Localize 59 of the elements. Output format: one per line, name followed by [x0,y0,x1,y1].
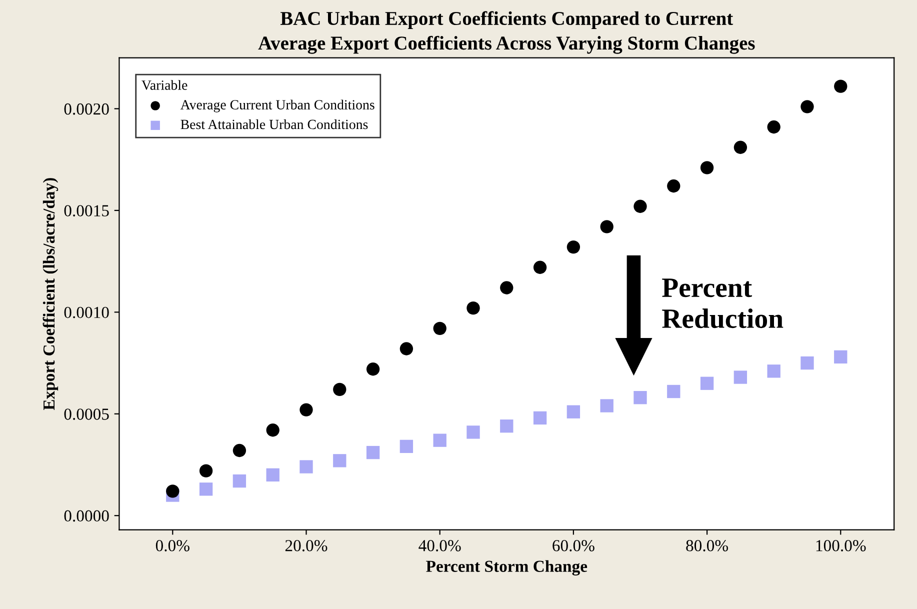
x-tick-label: 60.0% [552,540,594,552]
point [333,454,346,468]
point [400,342,414,356]
point [734,140,748,154]
point [266,468,280,482]
y-tick-label: 0.0010 [64,306,109,318]
point [266,424,280,437]
point [533,260,547,274]
y-tick-label: 0.0000 [64,510,109,522]
point [500,281,514,294]
legend-label: Best Attainable Urban Conditions [180,119,368,130]
x-tick-label: 0.0% [156,540,190,552]
point [700,161,714,174]
point [466,426,480,439]
x-tick-label: 100.0% [816,540,866,552]
chart-title: BAC Urban Export Coefficients Compared to Current Average Export Coefficients Across Varying Storm Changes [258,11,755,54]
point [566,405,580,418]
point [834,80,848,93]
x-tick-label: 40.0% [418,540,461,552]
point [634,200,647,213]
point [700,376,714,390]
point [800,100,814,114]
y-tick-label: 0.0005 [64,408,109,420]
point [500,419,514,433]
point [199,482,213,496]
point [400,440,414,454]
point [767,120,780,134]
y-tick-label: 0.0015 [64,205,109,216]
annotation: Percent Reduction [662,278,784,328]
x-tick-label: 20.0% [285,540,328,552]
point [333,382,346,396]
point [566,240,580,254]
point [667,179,680,193]
y-axis-title: Export Coefficient (lbs/acre/day) [42,178,58,410]
point [533,411,547,425]
point [767,364,780,378]
point [232,444,246,458]
x-axis-title: Percent Storm Change [426,560,588,576]
point [800,356,814,370]
y-tick-label: 0.0020 [64,103,109,115]
point [232,474,246,488]
point [300,403,313,416]
point [634,391,647,404]
point [366,362,380,376]
point [199,464,213,478]
point [834,350,848,364]
point [366,446,380,460]
legend-label: Average Current Urban Conditions [180,100,374,112]
point [600,220,614,234]
point [667,384,680,398]
point [466,301,480,315]
point [433,322,446,336]
legend-title: Variable [142,80,188,90]
point [433,434,446,447]
point [166,484,180,498]
point [600,399,614,412]
point [300,460,313,474]
point [734,370,748,384]
x-tick-label: 80.0% [686,540,728,552]
